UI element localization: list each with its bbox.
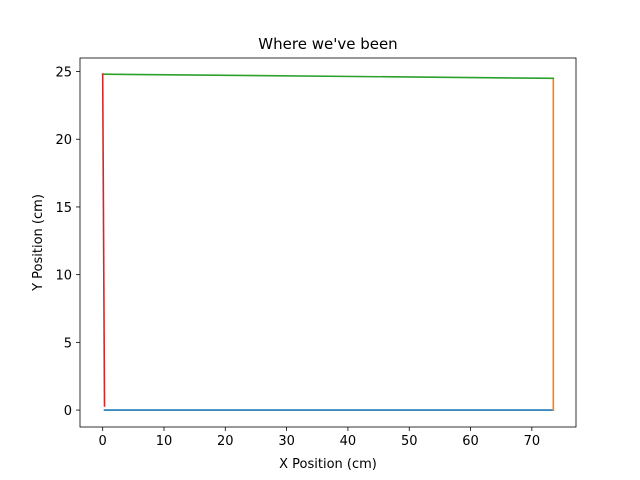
y-tick-label: 0 <box>64 404 72 419</box>
series-line-4 <box>101 73 106 407</box>
y-axis-title: Y Position (cm) <box>31 194 46 292</box>
tick-layer: 0 10 20 30 40 50 60 70 0 5 10 15 20 25 <box>55 66 540 449</box>
series-line-3 <box>101 73 555 80</box>
plot-frame <box>79 57 577 428</box>
y-tick-label: 10 <box>55 269 72 284</box>
y-tick-label: 20 <box>55 133 72 148</box>
x-tick-label: 40 <box>340 434 357 449</box>
x-tick-label: 10 <box>156 434 173 449</box>
x-tick-label: 60 <box>462 434 479 449</box>
x-tick-label: 0 <box>99 434 107 449</box>
x-tick-label: 30 <box>278 434 295 449</box>
x-tick-label: 20 <box>217 434 234 449</box>
y-tick-label: 15 <box>55 201 72 216</box>
x-tick-label: 70 <box>524 434 541 449</box>
chart-title: Where we've been <box>258 35 397 53</box>
y-tick-label: 5 <box>64 336 72 351</box>
y-tick-label: 25 <box>55 66 72 81</box>
x-tick-label: 50 <box>401 434 418 449</box>
x-axis-title: X Position (cm) <box>279 457 377 472</box>
series-layer <box>101 73 555 411</box>
